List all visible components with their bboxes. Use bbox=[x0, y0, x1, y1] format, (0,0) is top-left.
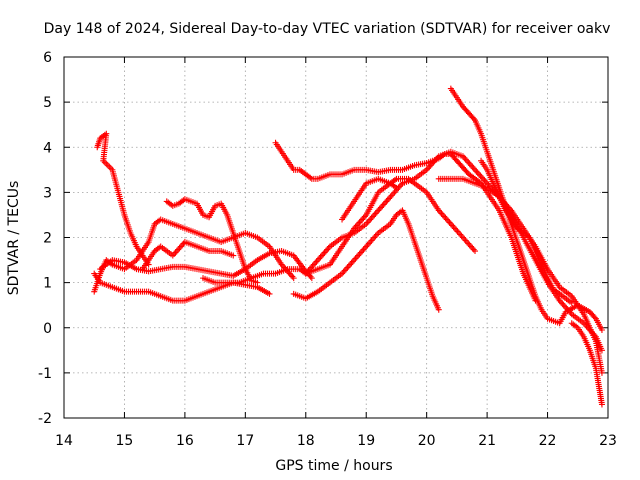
series-track-3 bbox=[91, 270, 273, 304]
x-tick-label: 17 bbox=[236, 433, 254, 449]
data-point-marker bbox=[435, 306, 442, 313]
y-tick-label: -2 bbox=[38, 411, 52, 427]
series-track-9 bbox=[290, 207, 442, 313]
data-point-marker bbox=[598, 401, 605, 408]
y-axis-label: SDTVAR / TECUs bbox=[6, 181, 22, 296]
series-track-15 bbox=[568, 320, 605, 408]
chart-title: Day 148 of 2024, Sidereal Day-to-day VTE… bbox=[44, 21, 611, 37]
data-point-marker bbox=[472, 248, 479, 255]
data-point-marker bbox=[470, 115, 477, 122]
x-tick-label: 15 bbox=[116, 433, 134, 449]
data-point-marker bbox=[568, 299, 575, 306]
data-point-marker bbox=[598, 347, 605, 354]
data-point-marker bbox=[598, 369, 605, 376]
y-tick-label: -1 bbox=[38, 366, 52, 382]
x-tick-label: 20 bbox=[418, 433, 436, 449]
y-tick-label: 1 bbox=[43, 276, 52, 292]
data-point-marker bbox=[266, 290, 273, 297]
x-tick-label: 18 bbox=[297, 433, 315, 449]
data-point-marker bbox=[598, 327, 605, 334]
series-track-13 bbox=[447, 85, 605, 334]
data-point-marker bbox=[307, 273, 314, 280]
data-layer bbox=[91, 85, 605, 408]
data-point-marker bbox=[393, 184, 400, 191]
y-tick-label: 2 bbox=[43, 231, 52, 247]
gridlines bbox=[64, 57, 608, 418]
y-tick-label: 4 bbox=[43, 140, 52, 156]
y-tick-label: 6 bbox=[43, 50, 52, 66]
series-track-11 bbox=[339, 175, 400, 223]
series-track-6 bbox=[139, 239, 237, 273]
x-tick-label: 14 bbox=[55, 433, 73, 449]
y-tick-label: 5 bbox=[43, 95, 52, 111]
series-track-1 bbox=[94, 130, 152, 268]
data-point-marker bbox=[308, 275, 315, 282]
x-tick-label: 19 bbox=[357, 433, 375, 449]
x-tick-label: 16 bbox=[176, 433, 194, 449]
data-point-marker bbox=[254, 279, 261, 286]
series-track-10 bbox=[302, 148, 605, 354]
x-axis-label: GPS time / hours bbox=[275, 458, 392, 474]
data-point-marker bbox=[591, 314, 598, 321]
y-tick-label: 0 bbox=[43, 321, 52, 337]
x-tick-label: 23 bbox=[599, 433, 617, 449]
data-point-marker bbox=[230, 252, 237, 259]
series-track-14 bbox=[478, 157, 575, 306]
series-track-5 bbox=[163, 196, 261, 286]
y-tick-label: 3 bbox=[43, 185, 52, 201]
data-point-marker bbox=[290, 275, 297, 282]
x-tick-label: 21 bbox=[478, 433, 496, 449]
series-track-7 bbox=[200, 175, 479, 286]
x-tick-label: 22 bbox=[539, 433, 557, 449]
